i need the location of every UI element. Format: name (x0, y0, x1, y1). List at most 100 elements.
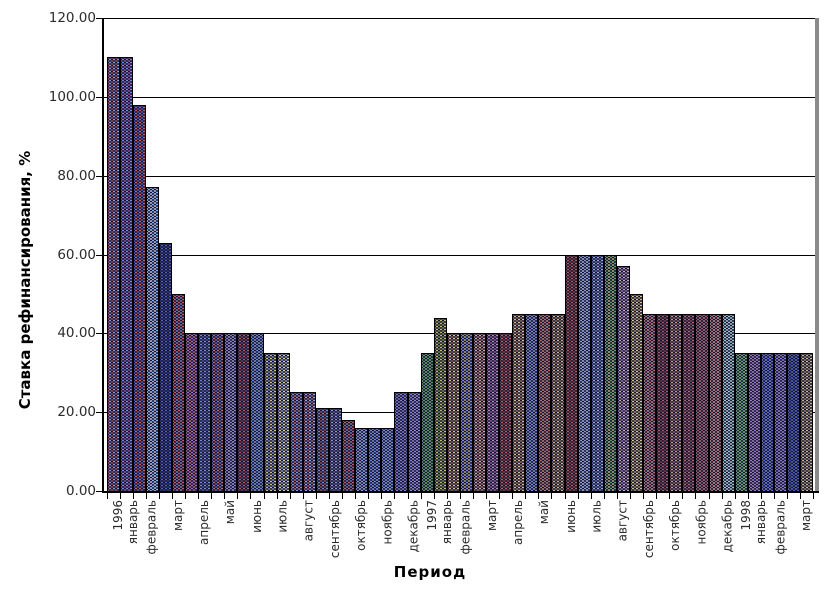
x-axis-tick (551, 492, 552, 499)
bar (316, 408, 329, 492)
x-tick-label-text: март (799, 500, 814, 532)
x-tick-label-text: сентябрь (642, 500, 657, 559)
x-tick-label-text: октябрь (668, 500, 683, 551)
x-axis-tick (565, 492, 566, 499)
bar (630, 294, 643, 492)
x-axis-tick (277, 492, 278, 499)
y-axis-tick (96, 176, 104, 177)
x-axis-tick (473, 492, 474, 499)
bar (237, 333, 250, 492)
x-tick-label-text: май (537, 500, 552, 525)
x-tick-label-text: апрель (511, 500, 526, 545)
x-axis-tick (264, 492, 265, 499)
x-axis-tick (120, 492, 121, 499)
bar (735, 353, 748, 492)
bar (604, 255, 617, 492)
bar (159, 243, 172, 492)
x-tick-label-text: декабрь (406, 500, 421, 553)
y-axis-tick (96, 491, 104, 492)
x-axis-tick (682, 492, 683, 499)
x-axis-tick (800, 492, 801, 499)
y-axis-tick (96, 97, 104, 98)
bar (277, 353, 290, 492)
y-tick-label: 120.00 (48, 10, 96, 26)
bar (447, 333, 460, 492)
y-axis-title: Ставка рефинансирования, % (16, 150, 34, 410)
x-tick-label-text: май (223, 500, 238, 525)
x-axis-tick (290, 492, 291, 499)
bar (146, 187, 159, 492)
x-axis-tick (787, 492, 788, 499)
x-axis-tick (408, 492, 409, 499)
x-tick-label-text: сентябрь (328, 500, 342, 559)
bar (290, 392, 303, 492)
x-axis-tick (133, 492, 134, 499)
bar (722, 314, 735, 492)
x-axis-tick (578, 492, 579, 499)
x-axis-tick (813, 492, 814, 499)
bar (355, 428, 368, 492)
bar (565, 255, 578, 492)
x-axis-tick (447, 492, 448, 499)
x-tick-label-text: 1998 январь (739, 500, 769, 545)
bar (473, 333, 486, 492)
x-axis-tick (630, 492, 631, 499)
y-tick-label: 40.00 (57, 325, 96, 341)
x-tick-label-text: февраль (458, 500, 473, 555)
bar (800, 353, 813, 492)
x-axis-tick (643, 492, 644, 499)
bar (538, 314, 551, 492)
bar (303, 392, 316, 492)
x-axis-tick (617, 492, 618, 499)
x-axis-tick (460, 492, 461, 499)
bar (695, 314, 709, 492)
x-axis-tick (421, 492, 422, 499)
x-axis-tick (224, 492, 225, 499)
x-axis-tick (146, 492, 147, 499)
x-axis-tick (368, 492, 369, 499)
x-axis-tick (591, 492, 592, 499)
x-tick-label-text: февраль (144, 500, 159, 555)
x-axis-tick (604, 492, 605, 499)
y-axis-tick (96, 255, 104, 256)
bar (224, 333, 237, 492)
x-axis-tick (538, 492, 539, 499)
x-tick-label-text: март (485, 500, 500, 532)
bar (656, 314, 669, 492)
plot-top-border (104, 18, 816, 19)
bar (329, 408, 342, 492)
x-tick-label-text: ноябрь (694, 500, 709, 545)
bar (264, 353, 277, 492)
x-axis-tick (329, 492, 330, 499)
x-axis-tick (525, 492, 526, 499)
y-tick-label: 0.00 (65, 483, 96, 499)
y-tick-label: 60.00 (57, 247, 96, 263)
y-tick-label: 100.00 (48, 89, 96, 105)
bar (499, 333, 512, 492)
bar (394, 392, 408, 492)
bar (460, 333, 473, 492)
x-tick-label-text: 1996 январь (111, 500, 141, 545)
y-tick-label: 20.00 (57, 404, 96, 420)
x-axis-tick (709, 492, 710, 499)
bar (643, 314, 656, 492)
x-axis-tick (211, 492, 212, 499)
bar (617, 266, 630, 492)
bar (669, 314, 682, 492)
x-axis-title: Период (393, 563, 467, 581)
x-axis-tick (486, 492, 487, 499)
x-tick-label-text: август (301, 500, 316, 542)
bar (525, 314, 538, 492)
x-tick-label-text: апрель (197, 500, 212, 545)
x-axis-tick (761, 492, 762, 499)
x-tick-label-text: декабрь (720, 500, 735, 553)
x-tick-label-text: март (171, 500, 185, 532)
y-grid-line (104, 97, 816, 98)
x-tick-label-text: июнь (563, 500, 578, 533)
x-axis-tick (316, 492, 317, 499)
y-axis-tick (96, 412, 104, 413)
x-axis-tick (159, 492, 160, 499)
bar (787, 353, 800, 492)
bar (342, 420, 355, 492)
x-tick-label-text: июль (275, 500, 290, 533)
